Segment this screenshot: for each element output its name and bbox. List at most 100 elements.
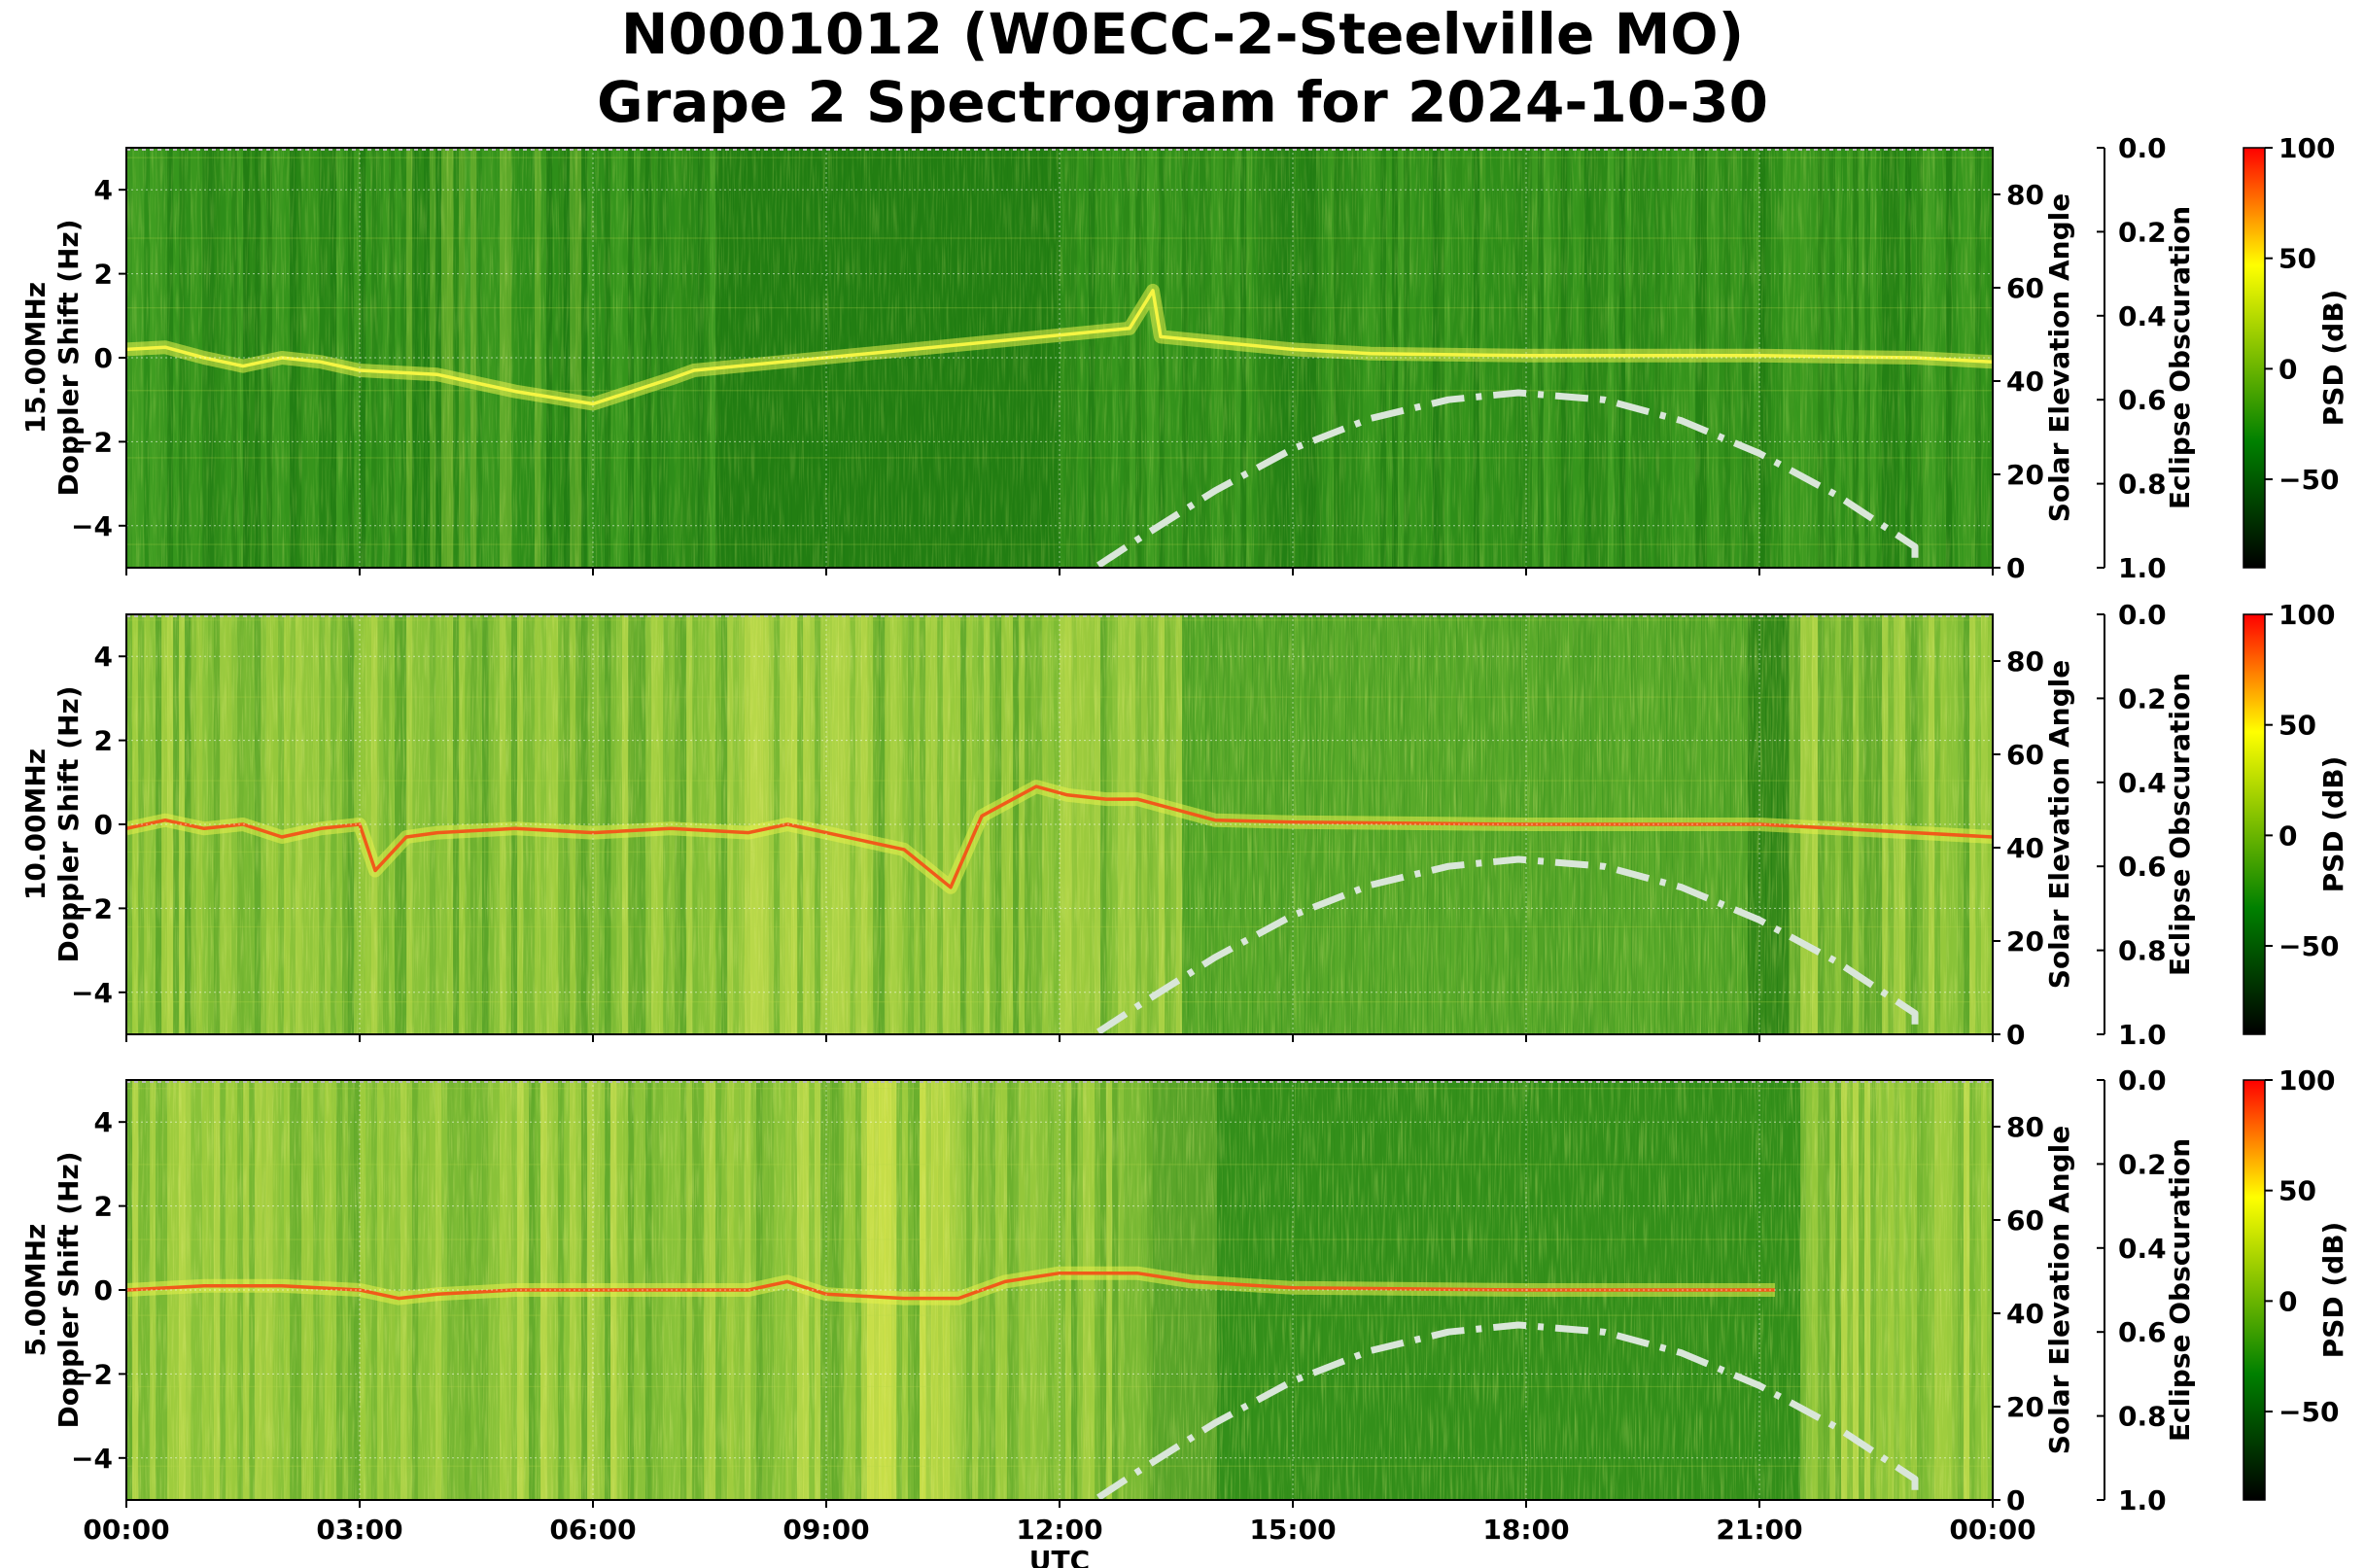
doppler-trace <box>126 289 1993 406</box>
eclipse-tick-label: 0.8 <box>2118 935 2167 967</box>
eclipse-tick-label: 0.0 <box>2118 1064 2167 1097</box>
solar-elevation-curve <box>1096 855 1919 1034</box>
x-tick-label: 12:00 <box>1016 1514 1102 1546</box>
doppler-trace <box>126 1271 1775 1301</box>
doppler-tick-label: 2 <box>94 259 113 291</box>
x-tick-label: 09:00 <box>783 1514 869 1546</box>
elevation-tick-label: 0 <box>2006 552 2025 584</box>
elevation-tick-label: 20 <box>2006 459 2044 491</box>
colorbar <box>2243 613 2266 1035</box>
elevation-tick-label: 0 <box>2006 1019 2025 1051</box>
eclipse-tick-label: 0.2 <box>2118 1148 2167 1180</box>
eclipse-tick-label: 0.2 <box>2118 682 2167 714</box>
doppler-tick-label: 4 <box>94 174 113 206</box>
x-tick-label: 21:00 <box>1716 1514 1802 1546</box>
doppler-tick-label: 4 <box>94 1106 113 1138</box>
elevation-tick-label: 80 <box>2006 179 2044 211</box>
colorbar-title: PSD (dB) <box>2317 290 2349 427</box>
eclipse-tick-label: 0.0 <box>2118 599 2167 631</box>
doppler-axis-title: Doppler Shift (Hz) <box>52 685 85 962</box>
elevation-tick-label: 20 <box>2006 1391 2044 1423</box>
doppler-axis-label: 10.00MHz Doppler Shift (Hz) <box>19 685 85 962</box>
elevation-tick-label: 0 <box>2006 1484 2025 1516</box>
frequency-label: 15.00MHz <box>19 282 52 434</box>
eclipse-tick-label: 0.2 <box>2118 216 2167 248</box>
colorbar-axis-label: PSD (dB) <box>2317 290 2349 427</box>
chart-title-line1: N0001012 (W0ECC-2-Steelville MO) <box>620 1 1745 67</box>
colorbar-title: PSD (dB) <box>2317 1222 2349 1359</box>
colorbar-tick-label: 100 <box>2278 132 2335 164</box>
spectrogram-panel: 420−2−410.00MHz Doppler Shift (Hz)8060402… <box>19 599 2349 1051</box>
spectrogram-image <box>126 148 1993 568</box>
colorbar <box>2243 147 2266 569</box>
eclipse-tick-label: 0.4 <box>2118 300 2167 332</box>
colorbar-axis-label: PSD (dB) <box>2317 1222 2349 1359</box>
colorbar-tick-label: 0 <box>2278 819 2297 852</box>
colorbar-tick-label: 50 <box>2278 1175 2316 1207</box>
doppler-tick-label: 0 <box>94 809 113 841</box>
elevation-tick-label: 40 <box>2006 832 2044 864</box>
colorbar-tick-label: 50 <box>2278 710 2316 742</box>
elevation-tick-label: 60 <box>2006 272 2044 304</box>
solar-elevation-curve <box>1096 389 1919 568</box>
eclipse-tick-label: 1.0 <box>2118 1019 2167 1051</box>
doppler-tick-label: 4 <box>94 641 113 673</box>
doppler-tick-label: −4 <box>71 510 113 542</box>
doppler-axis-title: Doppler Shift (Hz) <box>52 219 85 496</box>
x-tick-label: 03:00 <box>316 1514 402 1546</box>
elevation-axis-title: Solar Elevation Angle <box>2043 660 2075 989</box>
elevation-tick-label: 80 <box>2006 645 2044 678</box>
x-tick-label: 15:00 <box>1249 1514 1336 1546</box>
doppler-axis-title: Doppler Shift (Hz) <box>52 1151 85 1428</box>
frequency-label: 10.00MHz <box>19 749 52 900</box>
elevation-tick-label: 20 <box>2006 925 2044 958</box>
colorbar-tick-label: −50 <box>2278 930 2339 962</box>
eclipse-tick-label: 0.8 <box>2118 1401 2167 1433</box>
chart-title: N0001012 (W0ECC-2-Steelville MO) Grape 2… <box>0 0 2365 136</box>
elevation-tick-label: 60 <box>2006 739 2044 771</box>
eclipse-tick-label: 0.4 <box>2118 1233 2167 1265</box>
doppler-tick-label: 2 <box>94 1191 113 1223</box>
spectrogram-image <box>126 1080 1993 1500</box>
doppler-tick-label: −4 <box>71 1443 113 1475</box>
doppler-tick-label: 2 <box>94 725 113 757</box>
elevation-axis-title: Solar Elevation Angle <box>2043 193 2075 522</box>
spectrogram-panel: 420−2−415.00MHz Doppler Shift (Hz)8060402… <box>19 132 2349 584</box>
colorbar <box>2243 1079 2266 1501</box>
colorbar-tick-label: −50 <box>2278 464 2339 496</box>
elevation-tick-label: 40 <box>2006 366 2044 398</box>
x-tick-label: 18:00 <box>1482 1514 1569 1546</box>
doppler-tick-label: −2 <box>71 1358 113 1390</box>
x-tick-label: 06:00 <box>549 1514 636 1546</box>
x-axis-title: UTC <box>1029 1545 1090 1568</box>
colorbar-tick-label: 0 <box>2278 1285 2297 1317</box>
eclipse-tick-label: 0.6 <box>2118 851 2167 883</box>
eclipse-axis-title: Eclipse Obscuration <box>2164 673 2196 976</box>
eclipse-tick-label: 0.6 <box>2118 1316 2167 1348</box>
doppler-tick-label: −2 <box>71 426 113 458</box>
elevation-tick-label: 60 <box>2006 1204 2044 1237</box>
elevation-axis-title: Solar Elevation Angle <box>2043 1126 2075 1454</box>
x-tick-label: 00:00 <box>83 1514 169 1546</box>
x-tick-label: 00:00 <box>1949 1514 2035 1546</box>
colorbar-title: PSD (dB) <box>2317 756 2349 893</box>
elevation-axis-label: Solar Elevation Angle <box>2043 193 2075 522</box>
colorbar-tick-label: 50 <box>2278 243 2316 275</box>
doppler-axis-label: 5.00MHz Doppler Shift (Hz) <box>19 1151 85 1428</box>
doppler-axis-label: 15.00MHz Doppler Shift (Hz) <box>19 219 85 496</box>
chart-title-line2: Grape 2 Spectrogram for 2024-10-30 <box>597 69 1768 135</box>
colorbar-tick-label: 100 <box>2278 599 2335 631</box>
spectrogram-image <box>126 614 1993 1034</box>
eclipse-tick-label: 0.8 <box>2118 469 2167 501</box>
frequency-label: 5.00MHz <box>19 1224 52 1357</box>
doppler-tick-label: 0 <box>94 1274 113 1307</box>
colorbar-axis-label: PSD (dB) <box>2317 756 2349 893</box>
eclipse-axis-label: Eclipse Obscuration <box>2164 673 2196 976</box>
colorbar-tick-label: −50 <box>2278 1396 2339 1428</box>
eclipse-axis-title: Eclipse Obscuration <box>2164 1138 2196 1442</box>
elevation-axis-label: Solar Elevation Angle <box>2043 660 2075 989</box>
eclipse-axis-label: Eclipse Obscuration <box>2164 206 2196 509</box>
eclipse-tick-label: 0.6 <box>2118 384 2167 416</box>
spectrogram-panel: 420−2−45.00MHz Doppler Shift (Hz)80604020… <box>19 1064 2349 1568</box>
